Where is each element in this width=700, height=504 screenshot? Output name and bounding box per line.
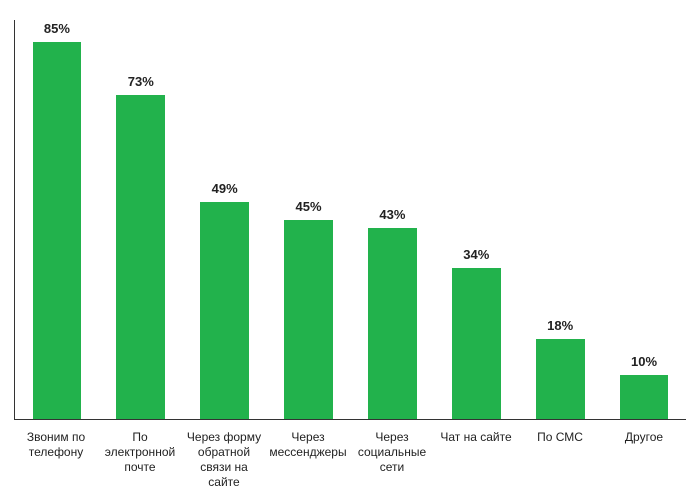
bar-slot: 49% bbox=[183, 20, 267, 419]
bar-value-label: 34% bbox=[463, 247, 489, 262]
bar bbox=[284, 220, 333, 420]
bar-value-label: 45% bbox=[296, 199, 322, 214]
bar-value-label: 10% bbox=[631, 354, 657, 369]
category-label: Чат на сайте bbox=[434, 430, 518, 490]
category-label: Через форму обратной связи на сайте bbox=[182, 430, 266, 490]
category-label: Через социальные сети bbox=[350, 430, 434, 490]
bar-value-label: 49% bbox=[212, 181, 238, 196]
category-labels-row: Звоним по телефонуПо электронной почтеЧе… bbox=[14, 430, 686, 490]
bar bbox=[33, 42, 82, 419]
bar-value-label: 18% bbox=[547, 318, 573, 333]
bar bbox=[368, 228, 417, 419]
plot-area: 85% 73% 49% 45% 43% 34% 18% 10% bbox=[14, 20, 686, 420]
bar bbox=[452, 268, 501, 419]
bar-slot: 45% bbox=[267, 20, 351, 419]
bar bbox=[200, 202, 249, 419]
category-label: Другое bbox=[602, 430, 686, 490]
category-label: По электронной почте bbox=[98, 430, 182, 490]
bar-slot: 73% bbox=[99, 20, 183, 419]
bars-row: 85% 73% 49% 45% 43% 34% 18% 10% bbox=[15, 20, 686, 419]
bar-value-label: 73% bbox=[128, 74, 154, 89]
bar bbox=[116, 95, 165, 419]
bar-chart: 85% 73% 49% 45% 43% 34% 18% 10% Звоним по телеф… bbox=[0, 0, 700, 504]
bar-value-label: 43% bbox=[379, 207, 405, 222]
bar-slot: 34% bbox=[434, 20, 518, 419]
bar-slot: 85% bbox=[15, 20, 99, 419]
category-label: Звоним по телефону bbox=[14, 430, 98, 490]
bar-slot: 18% bbox=[518, 20, 602, 419]
bar-slot: 43% bbox=[351, 20, 435, 419]
category-label: Через мессенджеры bbox=[266, 430, 350, 490]
bar-value-label: 85% bbox=[44, 21, 70, 36]
bar bbox=[620, 375, 669, 419]
bar bbox=[536, 339, 585, 419]
category-label: По СМС bbox=[518, 430, 602, 490]
bar-slot: 10% bbox=[602, 20, 686, 419]
